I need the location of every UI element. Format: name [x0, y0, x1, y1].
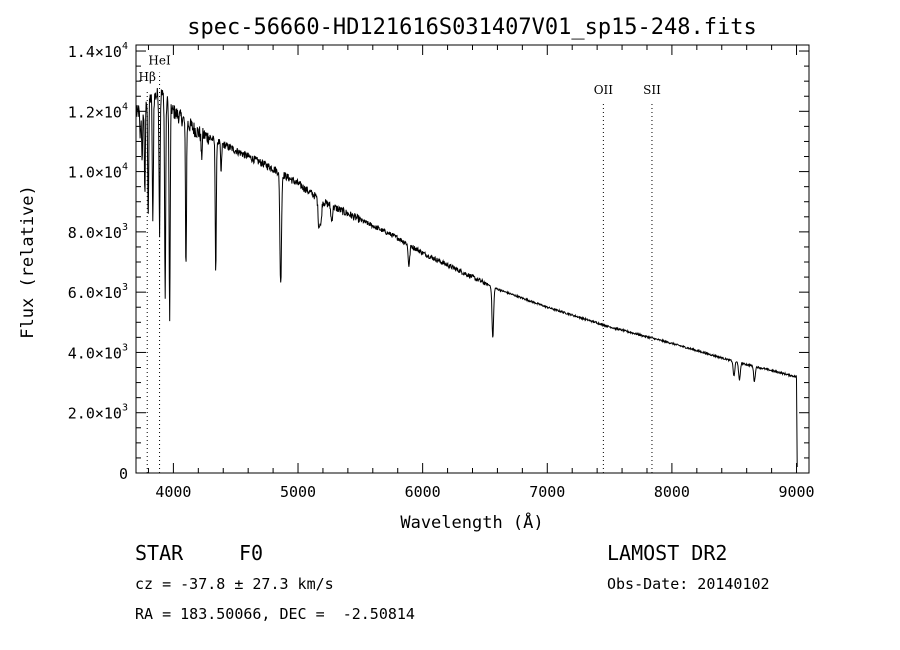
line-marker-label: Hβ	[139, 70, 156, 84]
x-axis: 4000 5000 6000 7000 8000 9000	[147, 45, 815, 501]
survey-name: LAMOST DR2	[607, 541, 728, 565]
y-tick-mantissa: 6.0×10	[68, 284, 122, 302]
spectrum-line	[135, 87, 798, 468]
line-marker-label: OII	[594, 83, 614, 97]
x-tick-label: 5000	[280, 483, 316, 501]
object-subclass: F0	[239, 541, 264, 565]
y-tick-label: 1.2×104	[68, 101, 128, 121]
line-marker-label: HeI	[148, 54, 171, 68]
x-axis-label: Wavelength (Å)	[400, 511, 543, 533]
spectrum-chart: spec-56660-HD121616S031407V01_sp15-248.f…	[18, 15, 815, 533]
coordinates: RA = 183.50066, DEC = -2.50814	[135, 605, 415, 623]
y-tick-label: 1.4×104	[68, 41, 128, 61]
y-tick-mantissa: 1.2×10	[68, 103, 122, 121]
y-tick-label: 4.0×103	[68, 342, 128, 362]
y-tick-label: 6.0×103	[68, 282, 128, 302]
line-markers: HeI Hβ OII SII	[139, 54, 661, 473]
y-axis: 02.0×1034.0×1036.0×1038.0×1031.0×1041.2×…	[68, 41, 809, 483]
y-tick-mantissa: 0	[119, 465, 128, 483]
x-tick-label: 4000	[155, 483, 191, 501]
y-tick-exponent: 4	[122, 101, 128, 112]
y-tick-mantissa: 4.0×10	[68, 344, 122, 362]
y-tick-exponent: 4	[122, 162, 128, 173]
object-class: STAR	[135, 541, 184, 565]
y-tick-mantissa: 8.0×10	[68, 224, 122, 242]
x-tick-label: 8000	[654, 483, 690, 501]
y-axis-label: Flux (relative)	[18, 185, 38, 339]
obs-date: Obs-Date: 20140102	[607, 575, 770, 593]
y-tick-exponent: 3	[122, 222, 128, 233]
y-tick-label: 0	[119, 465, 128, 483]
plot-frame	[135, 44, 810, 474]
y-tick-exponent: 3	[122, 403, 128, 414]
y-tick-exponent: 4	[122, 41, 128, 52]
y-tick-label: 8.0×103	[68, 222, 128, 242]
redshift-info: cz = -37.8 ± 27.3 km/s	[135, 575, 334, 593]
line-marker-label: SII	[643, 83, 661, 97]
y-tick-exponent: 3	[122, 342, 128, 353]
x-tick-label: 9000	[778, 483, 814, 501]
y-tick-label: 2.0×103	[68, 403, 128, 423]
y-tick-mantissa: 2.0×10	[68, 405, 122, 423]
y-tick-label: 1.0×104	[68, 162, 128, 182]
y-tick-exponent: 3	[122, 282, 128, 293]
chart-title: spec-56660-HD121616S031407V01_sp15-248.f…	[187, 15, 757, 40]
x-tick-label: 6000	[405, 483, 441, 501]
y-tick-mantissa: 1.0×10	[68, 164, 122, 182]
y-tick-mantissa: 1.4×10	[68, 43, 122, 61]
x-tick-label: 7000	[529, 483, 565, 501]
